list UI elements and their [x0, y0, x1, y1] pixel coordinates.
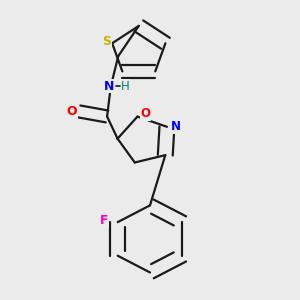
Text: S: S: [102, 35, 111, 48]
Text: N: N: [104, 80, 114, 93]
Text: N: N: [171, 120, 181, 133]
Text: O: O: [141, 107, 151, 120]
Text: H: H: [122, 80, 130, 93]
Text: F: F: [100, 214, 109, 227]
Text: O: O: [66, 105, 77, 118]
